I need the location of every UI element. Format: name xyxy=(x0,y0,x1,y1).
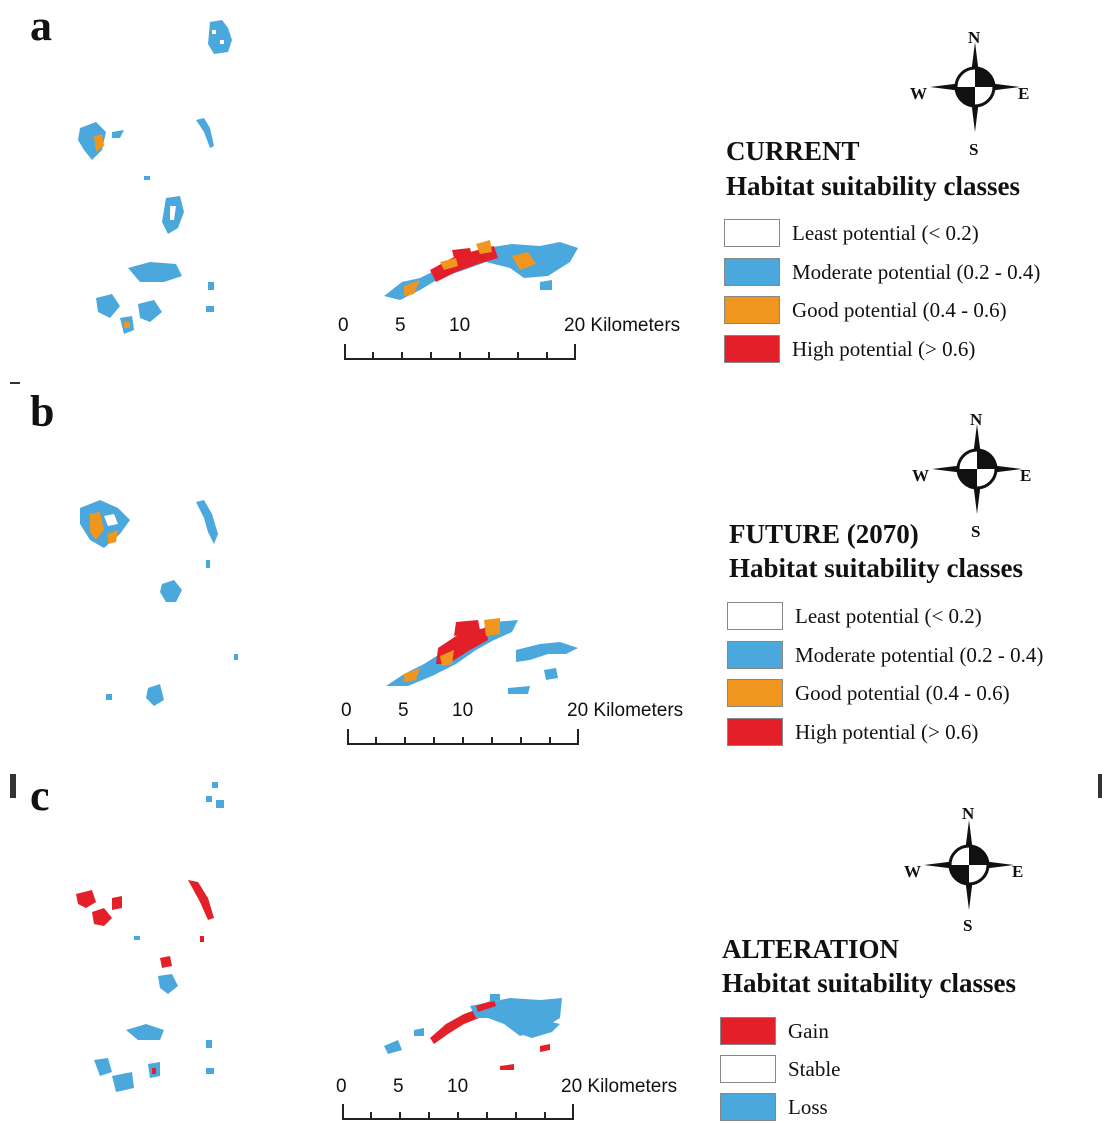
compass-s: S xyxy=(971,522,981,541)
legend-label: Good potential (0.4 - 0.6) xyxy=(792,298,1007,322)
separator-mark xyxy=(1098,774,1102,798)
legend-subtitle: Habitat suitability classes xyxy=(726,171,1021,201)
legend-label: High potential (> 0.6) xyxy=(795,720,979,744)
legend-subtitle: Habitat suitability classes xyxy=(722,968,1017,998)
legend-label: High potential (> 0.6) xyxy=(792,337,976,361)
legend-swatch xyxy=(720,1017,776,1045)
patch-central xyxy=(144,176,184,234)
panel-letter: a xyxy=(30,1,52,50)
compass-n: N xyxy=(962,804,975,823)
legend-label: Moderate potential (0.2 - 0.4) xyxy=(795,643,1044,667)
legend-label: Stable xyxy=(788,1057,841,1081)
habitat-map-future xyxy=(80,500,578,706)
compass-e: E xyxy=(1012,862,1024,881)
legend-swatch xyxy=(720,1093,776,1121)
scale-bar xyxy=(347,729,579,745)
compass-n: N xyxy=(970,410,983,429)
separator-mark xyxy=(10,382,20,384)
patch-central xyxy=(158,956,178,994)
legend-swatch xyxy=(724,258,780,286)
scale-tick-label: 5 xyxy=(393,1076,404,1097)
compass-e: E xyxy=(1020,466,1032,485)
scale-tick-label: 5 xyxy=(395,315,406,336)
panel-c-alteration: c xyxy=(0,768,1108,1122)
habitat-change-map xyxy=(76,782,562,1092)
legend-label: Loss xyxy=(788,1095,828,1119)
scale-bar-labels: 0 5 10 20 Kilometers xyxy=(0,315,700,339)
patch-north xyxy=(206,782,224,808)
panel-b-future: b 0 5 xyxy=(0,382,1108,764)
legend-label: Good potential (0.4 - 0.6) xyxy=(795,681,1010,705)
compass-s: S xyxy=(963,916,973,935)
scale-end-label: 20 Kilometers xyxy=(561,1076,678,1097)
scale-bar-labels: 0 5 10 20 Kilometers xyxy=(0,700,700,724)
panel-letter: c xyxy=(30,771,50,820)
compass-w: W xyxy=(912,466,929,485)
compass-w: W xyxy=(910,84,927,103)
patch-ridge xyxy=(384,240,578,300)
scale-tick-label: 0 xyxy=(338,315,349,336)
scale-tick-label: 10 xyxy=(449,315,471,336)
patch-ridge xyxy=(386,618,578,694)
patch-north xyxy=(208,20,232,54)
panel-a-current: a xyxy=(0,0,1108,380)
legend-label: Least potential (< 0.2) xyxy=(795,604,982,628)
scale-tick-label: 5 xyxy=(398,700,409,721)
legend-label: Least potential (< 0.2) xyxy=(792,221,979,245)
patch-northwest xyxy=(80,500,218,568)
legend-title: CURRENT xyxy=(726,136,860,166)
patch-northwest xyxy=(76,880,214,942)
legend-title: FUTURE (2070) xyxy=(729,519,919,549)
legend-swatch xyxy=(724,335,780,363)
scale-bar-labels: 0 5 10 20 Kilometers xyxy=(0,1076,700,1100)
legend-title: ALTERATION xyxy=(722,934,900,964)
legend-swatch xyxy=(727,718,783,746)
legend-swatch xyxy=(727,679,783,707)
legend-swatch xyxy=(720,1055,776,1083)
patch-central xyxy=(160,580,182,602)
compass-rose-icon xyxy=(930,42,1020,132)
scale-tick-label: 0 xyxy=(341,700,352,721)
patch-southwest xyxy=(106,654,238,706)
legend-swatch xyxy=(727,602,783,630)
patch-ridge xyxy=(384,994,562,1070)
patch-southwest xyxy=(94,1024,214,1092)
scale-tick-label: 10 xyxy=(447,1076,469,1097)
legend-swatch xyxy=(724,219,780,247)
compass-n: N xyxy=(968,28,981,47)
legend-label: Gain xyxy=(788,1019,829,1043)
north-arrow-compass: N S W E xyxy=(912,410,1032,541)
legend-swatch xyxy=(727,641,783,669)
scale-end-label: 20 Kilometers xyxy=(567,700,684,721)
habitat-map-current xyxy=(78,20,578,334)
legend-swatch xyxy=(724,296,780,324)
patch-northwest xyxy=(78,118,214,160)
compass-s: S xyxy=(969,140,979,159)
compass-e: E xyxy=(1018,84,1030,103)
north-arrow-compass: N S W E xyxy=(910,28,1030,159)
scale-tick-label: 0 xyxy=(336,1076,347,1097)
legend-subtitle: Habitat suitability classes xyxy=(729,553,1024,583)
scale-bar xyxy=(344,344,576,360)
compass-rose-icon xyxy=(932,424,1022,514)
separator-mark xyxy=(10,774,16,798)
legend-label: Moderate potential (0.2 - 0.4) xyxy=(792,260,1041,284)
compass-rose-icon xyxy=(924,820,1014,910)
compass-w: W xyxy=(904,862,921,881)
scale-tick-label: 10 xyxy=(452,700,474,721)
patch-southwest xyxy=(96,262,214,334)
panel-letter: b xyxy=(30,387,55,436)
north-arrow-compass: N S W E xyxy=(904,804,1024,935)
scale-bar xyxy=(342,1104,574,1120)
scale-end-label: 20 Kilometers xyxy=(564,315,681,336)
